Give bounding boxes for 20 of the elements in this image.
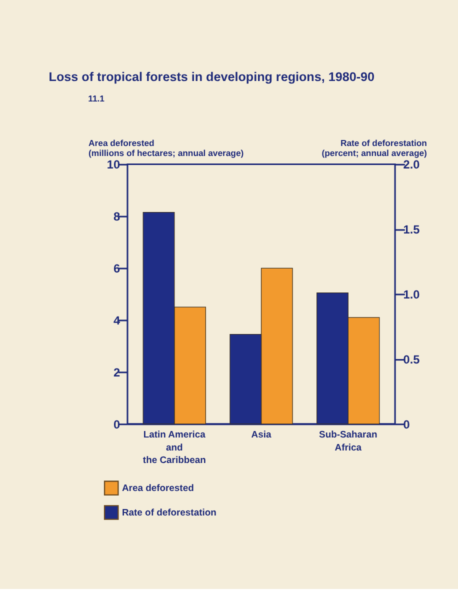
y2-tick-label: 0 bbox=[403, 417, 410, 432]
y-tick-label: 6 bbox=[113, 261, 120, 276]
y2-tick-label: 2.0 bbox=[403, 158, 420, 172]
y-tick-label: 2 bbox=[113, 365, 120, 380]
y-tick-label: 4 bbox=[113, 313, 120, 328]
legend-label: Area deforested bbox=[122, 483, 194, 494]
text: 11.1 bbox=[88, 93, 105, 104]
x-tick-label: Asia bbox=[251, 430, 272, 441]
x-tick-label: Sub-Saharan Africa bbox=[319, 430, 378, 454]
y-tick-label: 10 bbox=[106, 158, 120, 172]
chart-title: Loss of tropical forests in developing regions, 1980-90 bbox=[48, 70, 375, 84]
y2-tick-label: 1.5 bbox=[403, 222, 420, 237]
x-tick-label: Latin America and the Caribbean bbox=[142, 430, 206, 466]
y2-axis-title: Rate of deforestation (percent; annual average) bbox=[322, 138, 428, 158]
y-axis-title: Area deforested (millions of hectares; annual average) bbox=[88, 138, 244, 158]
y-tick-label: 8 bbox=[113, 210, 120, 224]
y-tick-label: 0 bbox=[113, 417, 120, 432]
y2-tick-label: 0.5 bbox=[403, 352, 420, 366]
legend-label: Rate of deforestation bbox=[122, 508, 217, 519]
y2-tick-label: 1.0 bbox=[403, 287, 420, 302]
